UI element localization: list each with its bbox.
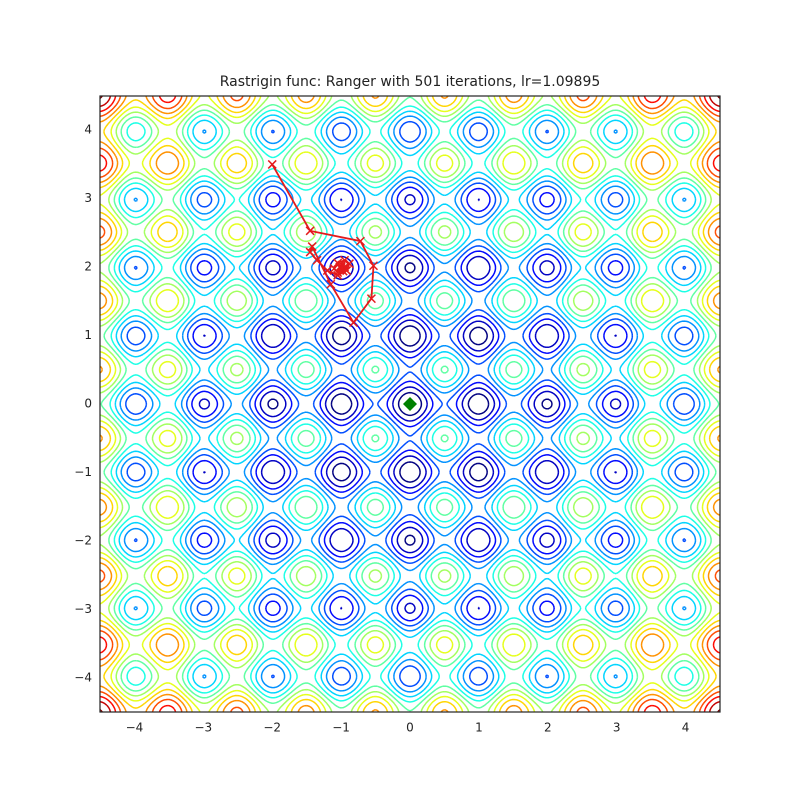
contour-line [198, 194, 622, 614]
path-marker [355, 236, 365, 246]
x-tick-label: 1 [475, 721, 483, 735]
y-tick-label: 1 [84, 328, 92, 342]
path-marker [366, 294, 376, 304]
global-minimum [403, 397, 417, 411]
path-marker [336, 262, 346, 272]
y-tick-label: 3 [84, 191, 92, 205]
path-marker [267, 159, 277, 169]
x-tick-label: 3 [613, 721, 621, 735]
path-marker [340, 255, 350, 265]
path-marker [333, 270, 343, 280]
path-marker [336, 263, 346, 274]
y-tick-label: −1 [74, 465, 92, 479]
y-tick-label: −2 [74, 533, 92, 547]
path-marker [305, 247, 315, 257]
y-tick-label: 2 [84, 260, 92, 274]
x-tick-label: −3 [194, 721, 212, 735]
contour-line [125, 120, 695, 688]
y-tick-label: 4 [84, 123, 92, 137]
contour-line [100, 96, 720, 712]
x-tick-label: 2 [544, 721, 552, 735]
y-tick-label: −3 [74, 602, 92, 616]
contour-line [119, 115, 701, 693]
x-tick-label: −2 [263, 721, 281, 735]
x-tick-label: −1 [332, 721, 350, 735]
x-tick-label: 4 [682, 721, 690, 735]
contour-line [100, 96, 720, 712]
path-marker [307, 242, 317, 252]
contour-line [100, 96, 720, 712]
path-marker [322, 266, 332, 276]
contour-line [191, 186, 629, 622]
axes-frame [99, 95, 721, 713]
contour-line [100, 96, 720, 712]
path-marker [312, 255, 322, 265]
contour-line [114, 110, 706, 698]
x-tick-label: −4 [126, 721, 144, 735]
contour-line [109, 105, 711, 703]
contour-line [100, 96, 720, 712]
y-tick-label: 0 [84, 397, 92, 411]
path-marker [368, 261, 379, 271]
contour-line [267, 262, 553, 546]
path-marker [348, 318, 359, 328]
y-tick-label: −4 [74, 670, 92, 684]
x-tick-label: 0 [406, 721, 414, 735]
contour-line [100, 96, 720, 712]
chart-title: Rastrigin func: Ranger with 501 iteratio… [220, 74, 601, 90]
path-marker [305, 226, 315, 236]
path-marker [344, 259, 354, 269]
path-marker [326, 279, 336, 289]
